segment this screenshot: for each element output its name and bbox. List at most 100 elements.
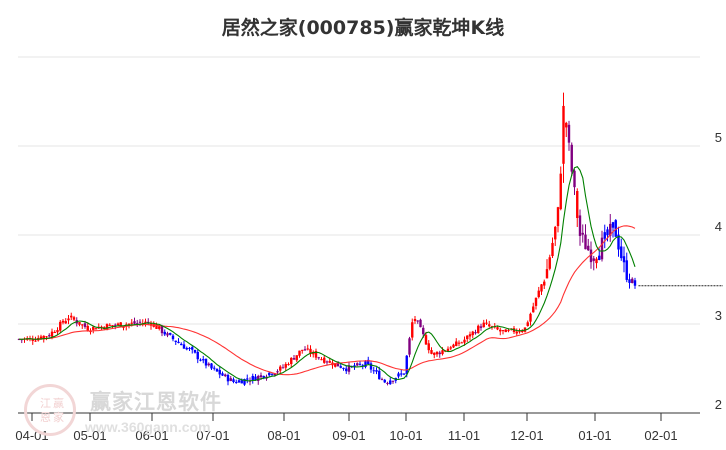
candle-body [361,365,364,367]
candle-body [317,357,320,359]
candle-body [347,365,351,372]
candle-body [254,376,257,381]
candle-body [169,332,172,335]
candle-body [301,349,304,351]
candle-body [72,317,76,320]
candle-body [496,327,499,330]
candle-body [435,351,439,355]
candle-body [78,322,81,325]
candle-body [446,348,450,352]
x-tick-label: 12-01 [510,428,544,443]
candle-body [408,338,411,355]
candle-body [270,373,274,375]
candle-body [188,347,191,349]
candle-body [45,336,48,338]
candle-body [119,322,122,328]
candle-body [573,170,576,188]
candle-body [501,330,505,332]
candle-body [369,363,373,370]
candle-body [424,335,428,345]
candle-body [507,330,510,332]
candle-body [526,322,529,327]
candle-body [534,297,538,306]
candle-body [463,339,466,343]
candle-body [336,361,340,367]
candle-body [567,124,571,143]
candle-body [578,215,582,236]
candle-body [611,222,615,228]
candle-body [328,361,331,363]
candle-body [108,324,111,326]
candle-body [422,327,425,335]
candle-body [325,361,329,363]
candle-body [430,350,433,354]
candle-body [353,365,356,367]
candle-body [548,257,551,269]
candle-body [521,330,524,333]
candle-body [413,318,417,322]
watermark-seal-icon: 江 赢 恩 家 [24,384,76,436]
candle-body [589,249,593,263]
candle-body [466,335,469,340]
candle-body [419,319,422,328]
candle-body [185,347,188,350]
candle-body [400,373,403,375]
ma-short-line [18,166,636,382]
candle-body [210,363,213,369]
candlesticks [17,92,637,386]
candle-body [160,325,164,334]
candle-body [48,335,51,337]
candle-body [375,370,378,372]
candle-body [455,341,458,346]
x-tick-label: 10-01 [389,428,423,443]
candle-body [136,323,139,325]
candle-body [221,373,224,376]
candle-body [342,367,345,369]
y-tick-label: 5 [714,130,722,145]
candle-body [515,331,518,334]
candle-body [295,355,298,361]
candle-body [405,355,408,375]
candle-body [204,358,208,366]
candle-body [438,352,441,355]
x-tick-label: 01-01 [578,428,612,443]
candle-body [433,352,436,355]
candle-body [339,366,342,368]
candle-body [334,363,337,367]
candle-body [380,379,384,381]
candle-body [559,173,562,210]
candle-body [364,361,367,368]
watermark-url: www.360gann.com [85,419,211,435]
candle-body [50,331,54,337]
candle-body [622,256,626,263]
candle-body [556,207,560,227]
candle-body [202,359,205,361]
candle-body [482,322,485,328]
chart-title: 居然之家(000785)赢家乾坤K线 [221,17,505,39]
candle-body [474,332,477,334]
x-axis [18,412,700,421]
candle-body [229,378,232,381]
candle-body [114,324,117,326]
candle-body [576,191,579,218]
seal-char: 赢 [53,397,64,410]
candle-body [427,343,430,351]
candle-body [94,328,98,330]
x-tick-label: 11-01 [447,428,481,443]
candle-body [587,245,590,251]
candle-body [287,364,290,366]
candle-body [42,335,45,340]
candle-body [581,232,584,235]
candle-body [226,374,230,382]
candle-body [53,332,56,334]
candle-body [356,363,359,366]
y-tick-label: 2 [714,397,722,412]
candle-body [323,357,326,363]
x-tick-label: 02-01 [644,428,678,443]
candle-body [529,313,532,322]
candle-body [584,234,587,250]
candle-body [383,379,386,383]
candle-body [537,290,540,298]
candle-body [59,321,62,331]
candle-body [155,323,158,329]
